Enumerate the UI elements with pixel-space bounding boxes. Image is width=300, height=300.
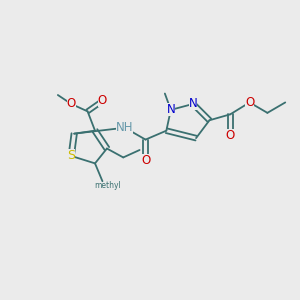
Text: N: N <box>189 98 197 110</box>
Text: S: S <box>67 149 75 162</box>
Text: methyl: methyl <box>94 181 121 190</box>
Text: O: O <box>98 94 107 107</box>
Text: O: O <box>226 129 235 142</box>
Text: N: N <box>167 103 175 116</box>
Text: O: O <box>245 96 254 109</box>
Text: O: O <box>67 98 76 110</box>
Text: NH: NH <box>116 121 134 134</box>
Text: O: O <box>141 154 150 167</box>
